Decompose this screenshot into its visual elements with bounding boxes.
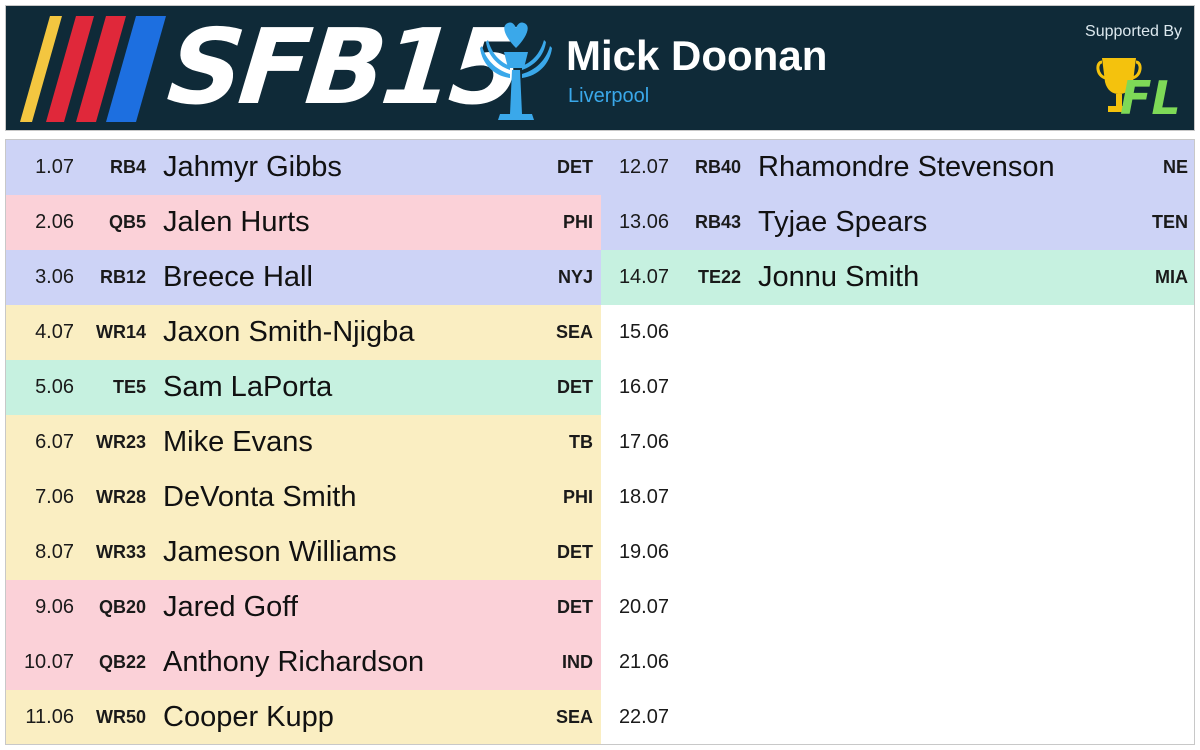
pick-number: 7.06 [35,486,74,508]
empty-pick-row: 22.07 [601,690,1194,744]
position-rank: QB20 [98,597,146,617]
nfl-team: TEN [1152,212,1188,232]
player-name: Jalen Hurts [163,206,310,238]
pick-number: 13.06 [618,211,669,233]
player-name: Mike Evans [163,426,313,458]
pick-row: 12.07 RB40 Rhamondre Stevenson NE [601,140,1194,195]
pick-row: 7.06 WR28 DeVonta Smith PHI [6,470,601,525]
pick-number: 21.06 [618,651,669,673]
pick-number: 17.06 [618,431,669,453]
manager-team: Liverpool [568,85,650,107]
nfl-team: IND [562,652,593,672]
position-rank: TE22 [697,267,741,287]
pick-row: 2.06 QB5 Jalen Hurts PHI [6,195,601,250]
player-name: Jaxon Smith-Njigba [163,316,415,348]
pick-number: 19.06 [618,541,669,563]
pick-number: 20.07 [618,596,669,618]
pick-number: 9.06 [35,596,74,618]
pick-row: 11.06 WR50 Cooper Kupp SEA [6,690,601,744]
empty-pick-row: 21.06 [601,635,1194,690]
nfl-team: DET [557,597,593,617]
draft-board: 1.07 RB4 Jahmyr Gibbs DET 2.06 QB5 Jalen Hurts… [5,139,1195,745]
nfl-team: MIA [1155,267,1188,287]
nfl-team: PHI [562,487,593,507]
nfl-team: DET [557,377,593,397]
player-name: Jahmyr Gibbs [163,151,342,183]
event-logo: SFB15 [162,6,526,128]
position-rank: RB12 [99,267,146,287]
pick-number: 12.07 [618,156,669,178]
pick-number: 22.07 [618,706,669,728]
pick-row: 8.07 WR33 Jameson Williams DET [6,525,601,580]
pick-row: 1.07 RB4 Jahmyr Gibbs DET [6,140,601,195]
pick-number: 10.07 [23,651,74,673]
player-name: Jameson Williams [163,536,397,568]
nfl-team: DET [557,157,593,177]
pick-row: 5.06 TE5 Sam LaPorta DET [6,360,601,415]
player-name: DeVonta Smith [163,481,357,513]
right-pick-column: 12.07 RB40 Rhamondre Stevenson NE 13.06 RB43 T… [601,140,1194,744]
pick-row: 10.07 QB22 Anthony Richardson IND [6,635,601,690]
manager-name: Mick Doonan [566,32,828,79]
empty-pick-row: 18.07 [601,470,1194,525]
nfl-team: TB [569,432,593,452]
pick-row: 4.07 WR14 Jaxon Smith-Njigba SEA [6,305,601,360]
pick-number: 3.06 [35,266,74,288]
empty-pick-row: 16.07 [601,360,1194,415]
position-rank: TE5 [112,377,146,397]
fl-trophy-logo-icon: FL [1096,58,1181,118]
pick-row: 6.07 WR23 Mike Evans TB [6,415,601,470]
position-rank: RB43 [694,212,741,232]
nfl-team: SEA [555,707,593,727]
pick-row: 13.06 RB43 Tyjae Spears TEN [601,195,1194,250]
trophy-hands-icon [480,22,552,120]
position-rank: RB4 [109,157,146,177]
empty-pick-row: 15.06 [601,305,1194,360]
pick-number: 4.07 [35,321,74,343]
pick-row: 9.06 QB20 Jared Goff DET [6,580,601,635]
player-name: Sam LaPorta [163,371,333,403]
empty-pick-row: 20.07 [601,580,1194,635]
position-rank: RB40 [694,157,741,177]
player-name: Tyjae Spears [758,206,928,238]
player-name: Breece Hall [163,261,313,293]
pick-number: 18.07 [618,486,669,508]
nfl-team: DET [557,542,593,562]
player-name: Anthony Richardson [163,646,425,678]
pick-number: 6.07 [35,431,74,453]
position-rank: QB22 [98,652,146,672]
empty-pick-row: 17.06 [601,415,1194,470]
empty-pick-row: 19.06 [601,525,1194,580]
nfl-team: NYJ [557,267,593,287]
player-name: Jonnu Smith [758,261,920,293]
pick-number: 14.07 [618,266,669,288]
sponsor-logo-text: FL [1120,71,1181,118]
player-name: Rhamondre Stevenson [758,151,1055,183]
position-rank: WR50 [95,707,146,727]
position-rank: QB5 [108,212,146,232]
pick-number: 5.06 [35,376,74,398]
nfl-team: SEA [555,322,593,342]
pick-number: 1.07 [35,156,74,178]
sponsor-label: Supported By [1085,23,1182,40]
pick-row: 3.06 RB12 Breece Hall NYJ [6,250,601,305]
nfl-team: PHI [562,212,593,232]
position-rank: WR23 [95,432,146,452]
pick-number: 16.07 [618,376,669,398]
position-rank: WR14 [95,322,146,342]
position-rank: WR28 [95,487,146,507]
position-rank: WR33 [95,542,146,562]
left-pick-column: 1.07 RB4 Jahmyr Gibbs DET 2.06 QB5 Jalen Hurts… [6,140,601,744]
nfl-team: NE [1162,157,1188,177]
racing-stripes-icon [20,16,166,122]
pick-number: 8.07 [35,541,74,563]
pick-number: 2.06 [35,211,74,233]
pick-row: 14.07 TE22 Jonnu Smith MIA [601,250,1194,305]
header-banner: SFB15 Mick Doonan Liverpool Supported By… [5,5,1195,131]
player-name: Jared Goff [163,591,298,623]
player-name: Cooper Kupp [163,701,334,733]
pick-number: 11.06 [25,706,74,728]
pick-number: 15.06 [618,321,669,343]
